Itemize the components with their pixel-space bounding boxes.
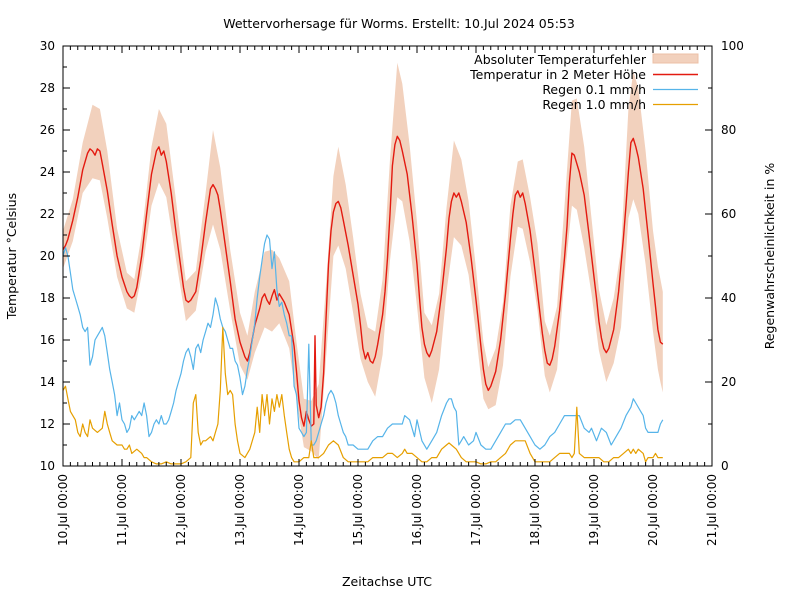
plot-area: 10.Jul 00:00 11.Jul 00:00 12.Jul 00:00 13.J… — [40, 39, 744, 546]
x-axis-tick-label: 12.Jul 00:00 — [174, 474, 188, 546]
x-axis-tick-label: 17.Jul 00:00 — [469, 474, 483, 546]
y2-axis-tick-label: 0 — [721, 459, 729, 473]
y1-axis-tick-label: 24 — [40, 165, 55, 179]
y1-axis-tick-label: 20 — [40, 249, 55, 263]
series-line-3 — [62, 326, 663, 465]
x-axis-tick-label: 15.Jul 00:00 — [351, 474, 365, 546]
x-axis-tick-label: 21.Jul 00:00 — [705, 474, 719, 546]
x-axis-tick-label: 10.Jul 00:00 — [56, 474, 70, 546]
y1-axis-tick-label: 10 — [40, 459, 55, 473]
y-axis-left-label: Temperatur °Celsius — [4, 193, 19, 320]
series-line-1 — [62, 135, 664, 427]
y-axis-right-label: Regenwahrscheinlichkeit in % — [762, 163, 777, 350]
y2-axis-tick-label: 20 — [721, 375, 736, 389]
y1-axis-tick-label: 30 — [40, 39, 55, 53]
y1-axis-tick-label: 22 — [40, 207, 55, 221]
x-axis-tick-label: 19.Jul 00:00 — [587, 474, 601, 546]
y1-axis-tick-label: 28 — [40, 81, 55, 95]
series-line-2 — [62, 234, 664, 450]
x-axis-tick-label: 14.Jul 00:00 — [292, 474, 306, 546]
y2-axis-tick-label: 60 — [721, 207, 736, 221]
x-axis-tick-label: 16.Jul 00:00 — [410, 474, 424, 546]
legend-label-1: Temperatur in 2 Meter Höhe — [469, 67, 646, 82]
x-axis-tick-label: 13.Jul 00:00 — [233, 474, 247, 546]
y2-axis-tick-label: 40 — [721, 291, 736, 305]
y2-axis-tick-label: 100 — [721, 39, 744, 53]
legend-label-2: Regen 0.1 mm/h — [542, 82, 646, 97]
y1-axis-tick-label: 12 — [40, 417, 55, 431]
y2-axis-tick-label: 80 — [721, 123, 736, 137]
legend-band-swatch — [652, 53, 699, 64]
y1-axis-tick-label: 16 — [40, 333, 55, 347]
legend-label-0: Absoluter Temperaturfehler — [474, 52, 647, 67]
legend-label-3: Regen 1.0 mm/h — [542, 97, 646, 112]
x-axis-label: Zeitachse UTC — [342, 574, 432, 589]
chart-title: Wettervorhersage für Worms. Erstellt: 10… — [223, 16, 575, 31]
y1-axis-tick-label: 14 — [40, 375, 55, 389]
x-axis-tick-label: 11.Jul 00:00 — [115, 474, 129, 546]
x-axis-tick-label: 18.Jul 00:00 — [528, 474, 542, 546]
y1-axis-tick-label: 26 — [40, 123, 55, 137]
x-axis-tick-label: 20.Jul 00:00 — [646, 474, 660, 546]
y1-axis-tick-label: 18 — [40, 291, 55, 305]
series-band-0 — [63, 62, 663, 460]
